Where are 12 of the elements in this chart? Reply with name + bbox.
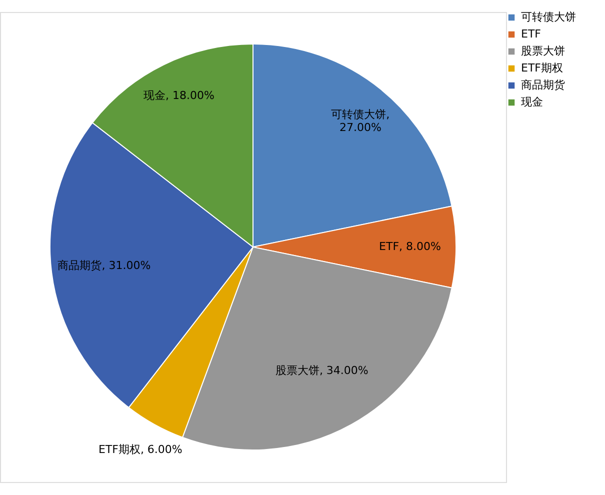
legend-label: 商品期货 [521, 78, 565, 92]
data-label: 可转债大饼, 27.00% [331, 108, 390, 134]
data-label: 商品期货, 31.00% [58, 258, 151, 272]
legend-label: 股票大饼 [521, 44, 565, 58]
data-label: ETF, 8.00% [379, 240, 441, 253]
data-label: 现金, 18.00% [144, 89, 214, 102]
legend-label: ETF期权 [521, 62, 563, 74]
legend-label: 现金 [521, 96, 543, 108]
legend-label: ETF [521, 28, 541, 40]
legend-label: 可转债大饼 [521, 10, 576, 24]
data-label: 股票大饼, 34.00% [275, 364, 368, 378]
data-label: ETF期权, 6.00% [98, 442, 182, 456]
